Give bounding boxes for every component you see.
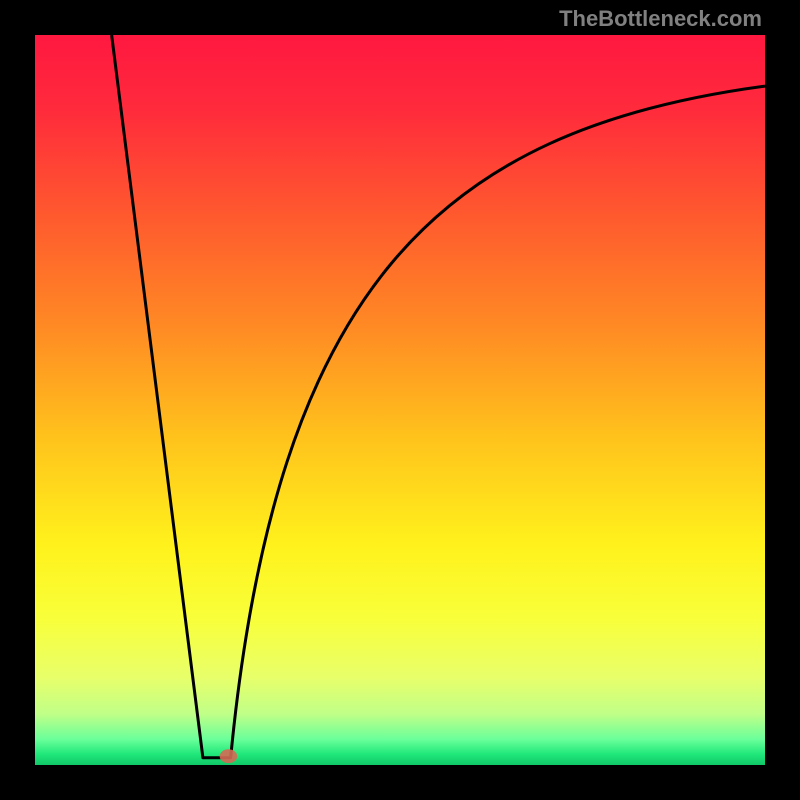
chart-frame: TheBottleneck.com	[0, 0, 800, 800]
chart-svg	[35, 35, 765, 765]
bottleneck-curve	[112, 35, 765, 758]
optimum-marker	[220, 749, 238, 763]
watermark-text: TheBottleneck.com	[559, 6, 762, 32]
plot-area	[35, 35, 765, 765]
